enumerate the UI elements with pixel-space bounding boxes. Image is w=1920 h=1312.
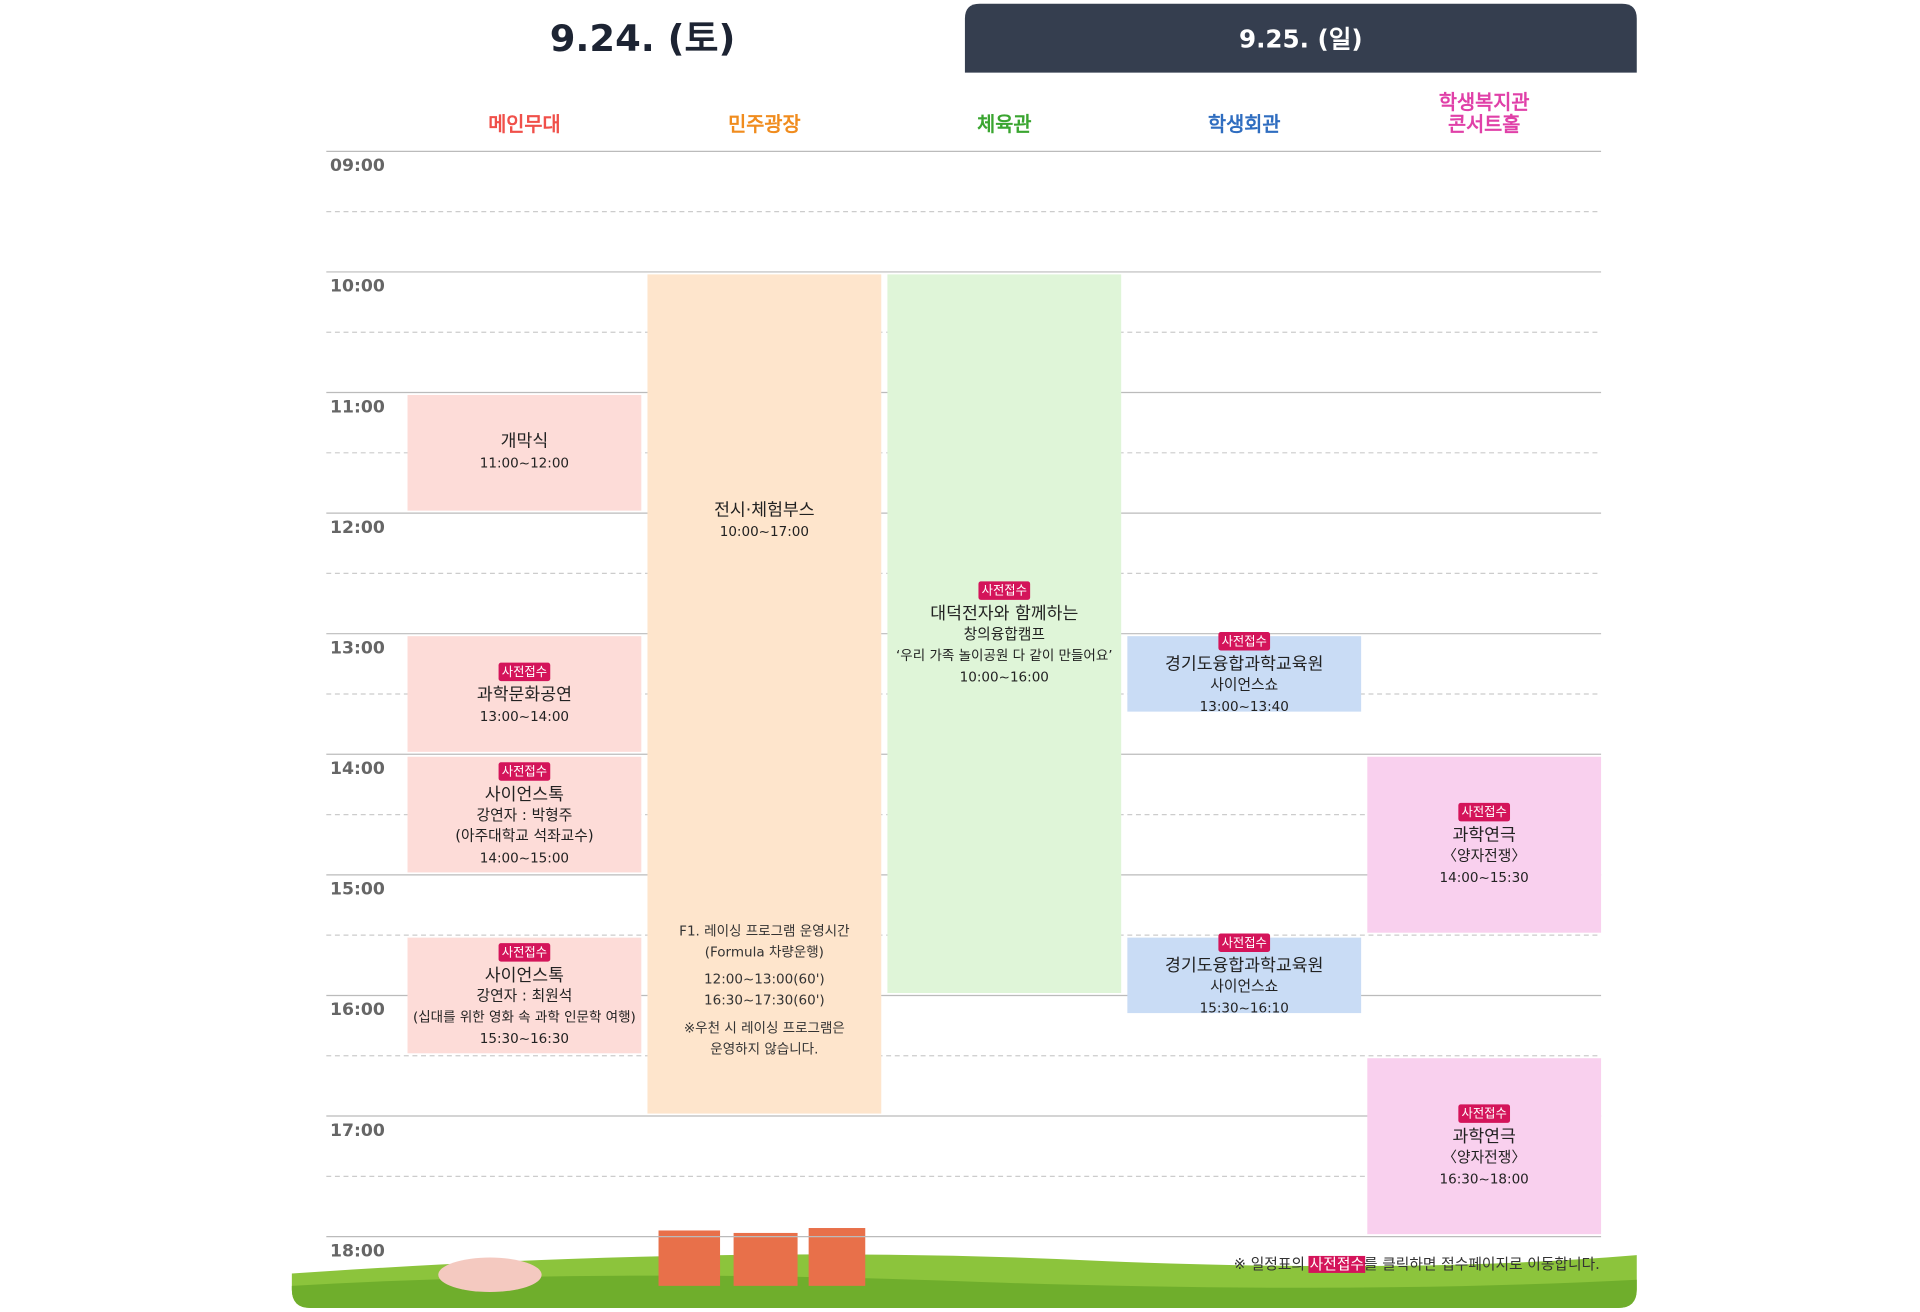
tag-badge[interactable]	[1458, 1104, 1511, 1123]
tag-badge[interactable]	[498, 943, 551, 962]
tag-badge[interactable]	[498, 762, 551, 781]
event-text: (십대를 위한 영화 속 과학 인문학 여행)	[413, 1010, 636, 1026]
tag-badge[interactable]	[978, 581, 1031, 600]
time-label: 13:00	[330, 638, 385, 658]
time-label: 14:00	[330, 759, 385, 779]
event-text: ‘우리 가족 놀이공원 다 같이 만들어요’	[896, 648, 1113, 664]
event-text: 전시·체험부스	[714, 501, 815, 521]
event-time: 15:30~16:30	[480, 1031, 569, 1047]
event-time: 14:00~15:00	[480, 850, 569, 866]
venue-name: 학생복지관	[1439, 91, 1530, 114]
event-box	[1367, 1058, 1602, 1235]
footer-note: ※ 일정표의 사전접수를 클릭하면 접수페이지로 이동합니다.	[1234, 1256, 1600, 1273]
event-text: 경기도융합과학교육원	[1165, 956, 1323, 976]
event-time: 11:00~12:00	[480, 455, 569, 471]
venue-name: 메인무대	[488, 113, 560, 136]
event-text: (아주대학교 석좌교수)	[455, 828, 593, 845]
footer-after: 를 클릭하면 접수페이지로 이동합니다.	[1364, 1256, 1600, 1273]
event-text: 강연자 : 박형주	[477, 807, 573, 824]
event-text: 창의융합캠프	[964, 626, 1045, 643]
footer-before: ※ 일정표의	[1234, 1256, 1310, 1273]
event-text: 〈양자전쟁〉	[1442, 847, 1526, 864]
tag-label[interactable]: 사전접수	[502, 665, 547, 679]
tag-label[interactable]: 사전접수	[1222, 936, 1267, 950]
tag-label[interactable]: 사전접수	[982, 584, 1027, 598]
note: 16:30~17:30(60')	[704, 992, 825, 1008]
tag-label[interactable]: 사전접수	[1462, 805, 1507, 819]
note: ※우천 시 레이싱 프로그램은	[684, 1021, 845, 1037]
event-text: 개막식	[501, 432, 549, 452]
stage	[438, 1257, 542, 1293]
event-box	[407, 394, 642, 511]
note: 12:00~13:00(60')	[704, 971, 825, 987]
event-text: 대덕전자와 함께하는	[930, 604, 1078, 624]
footer-highlight[interactable]: 사전접수	[1310, 1256, 1364, 1273]
event-text: 사이언스톡	[485, 966, 564, 986]
event-time: 15:30~16:10	[1200, 1001, 1289, 1017]
tag-label[interactable]: 사전접수	[1222, 634, 1267, 648]
tag-label[interactable]: 사전접수	[502, 946, 547, 960]
event-time: 16:30~18:00	[1440, 1171, 1529, 1187]
booth	[658, 1230, 721, 1286]
event-box	[407, 636, 642, 752]
event-text: 사이언스쇼	[1210, 677, 1278, 694]
event-box	[887, 274, 1122, 993]
tag-badge[interactable]	[1218, 933, 1271, 952]
event-time: 10:00~16:00	[960, 669, 1049, 685]
venue-name: 체육관	[977, 113, 1031, 136]
event-text: 과학연극	[1452, 1127, 1515, 1147]
event-text: 사이언스쇼	[1210, 978, 1278, 995]
event-box	[647, 274, 882, 1114]
time-label: 18:00	[330, 1241, 385, 1261]
time-label: 16:00	[330, 1000, 385, 1020]
event-text: 강연자 : 최원석	[477, 988, 573, 1005]
booth	[733, 1232, 798, 1286]
time-label: 11:00	[330, 397, 385, 417]
event-text: 과학문화공연	[477, 685, 572, 705]
time-label: 17:00	[330, 1121, 385, 1141]
venue-name: 학생회관	[1208, 113, 1280, 136]
venue-name: 콘서트홀	[1448, 113, 1520, 136]
event-text: 경기도융합과학교육원	[1165, 655, 1323, 675]
event-text: 사이언스톡	[485, 785, 564, 805]
event-time: 14:00~15:30	[1440, 870, 1529, 886]
event-text: 〈양자전쟁〉	[1442, 1149, 1526, 1166]
event-text: 과학연극	[1452, 825, 1515, 845]
tag-badge[interactable]	[498, 662, 551, 682]
event-time: 13:00~13:40	[1200, 699, 1289, 715]
note: (Formula 차량운행)	[705, 944, 824, 960]
tab-label[interactable]: 9.24. (토)	[550, 17, 736, 60]
time-label: 10:00	[330, 277, 385, 297]
time-label: 09:00	[330, 156, 385, 176]
event-time: 13:00~14:00	[480, 709, 569, 725]
time-label: 12:00	[330, 518, 385, 538]
tag-badge[interactable]	[1218, 632, 1271, 651]
tab-label[interactable]: 9.25. (일)	[1239, 25, 1363, 54]
tag-label[interactable]: 사전접수	[502, 765, 547, 779]
booth	[808, 1228, 866, 1286]
tag-badge[interactable]	[1458, 802, 1511, 822]
event-box	[1367, 756, 1602, 933]
tab[interactable]	[964, 3, 1637, 73]
ground-shade	[291, 1275, 1637, 1308]
footer-highlight-bg	[1308, 1255, 1366, 1273]
event-time: 10:00~17:00	[720, 524, 809, 540]
venue-name: 민주광장	[728, 113, 800, 136]
note: 운영하지 않습니다.	[710, 1042, 818, 1058]
time-label: 15:00	[330, 880, 385, 900]
tag-label[interactable]: 사전접수	[1462, 1107, 1507, 1121]
note: F1. 레이싱 프로그램 운영시간	[679, 923, 849, 939]
